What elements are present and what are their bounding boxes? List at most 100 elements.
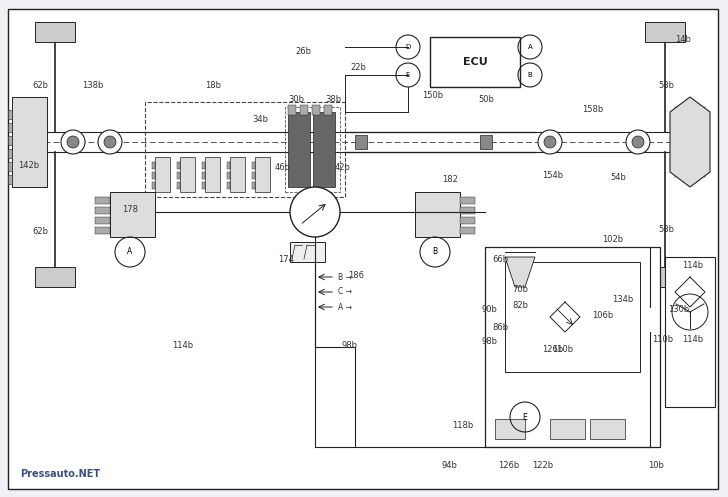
- Text: 22b: 22b: [350, 63, 366, 72]
- Text: 62b: 62b: [32, 81, 48, 89]
- Bar: [313, 112, 335, 187]
- Text: 26b: 26b: [295, 48, 311, 57]
- Text: 110b: 110b: [552, 344, 573, 353]
- Text: 114b: 114b: [682, 260, 703, 269]
- Circle shape: [61, 130, 85, 154]
- Bar: [230, 157, 245, 192]
- Bar: [355, 135, 367, 149]
- Bar: [227, 172, 230, 179]
- Text: 90b: 90b: [482, 305, 498, 314]
- Bar: [430, 37, 520, 87]
- Text: 82b: 82b: [512, 301, 528, 310]
- Text: A: A: [127, 248, 132, 256]
- Bar: [202, 182, 205, 189]
- Bar: [460, 227, 475, 234]
- Text: 114b: 114b: [682, 334, 703, 343]
- Text: 122b: 122b: [532, 461, 553, 470]
- Text: 98b: 98b: [482, 337, 498, 346]
- Circle shape: [67, 136, 79, 148]
- Text: 58b: 58b: [658, 81, 674, 89]
- Bar: [8, 162, 12, 171]
- Bar: [590, 419, 625, 439]
- Text: 42b: 42b: [335, 163, 351, 171]
- Bar: [505, 262, 640, 372]
- Text: 38b: 38b: [325, 94, 341, 103]
- Bar: [255, 157, 270, 192]
- Text: 114b: 114b: [172, 340, 193, 349]
- Text: B: B: [432, 248, 438, 256]
- Text: ECU: ECU: [462, 57, 487, 67]
- Text: 150b: 150b: [422, 90, 443, 99]
- Bar: [95, 207, 110, 214]
- Polygon shape: [505, 257, 535, 287]
- Bar: [152, 182, 155, 189]
- Circle shape: [632, 136, 644, 148]
- Text: Pressauto.NET: Pressauto.NET: [20, 469, 100, 479]
- Text: 158b: 158b: [582, 104, 604, 113]
- Bar: [645, 22, 685, 42]
- Circle shape: [104, 136, 116, 148]
- Bar: [485, 247, 660, 447]
- Bar: [415, 192, 460, 237]
- Bar: [460, 217, 475, 224]
- Bar: [227, 162, 230, 169]
- Bar: [177, 182, 180, 189]
- Text: 106b: 106b: [592, 311, 613, 320]
- Bar: [95, 217, 110, 224]
- Text: 126b: 126b: [542, 344, 563, 353]
- Bar: [252, 162, 255, 169]
- Bar: [460, 197, 475, 204]
- Bar: [95, 227, 110, 234]
- Text: 138b: 138b: [82, 81, 103, 89]
- Text: 98b: 98b: [342, 340, 358, 349]
- Bar: [290, 242, 325, 262]
- Bar: [12, 97, 47, 187]
- Text: B: B: [528, 72, 532, 78]
- Text: 46b: 46b: [275, 163, 291, 171]
- Circle shape: [538, 130, 562, 154]
- Text: 14b: 14b: [675, 34, 691, 44]
- Text: 70b: 70b: [512, 284, 528, 294]
- Bar: [300, 105, 308, 115]
- Text: 110b: 110b: [652, 334, 673, 343]
- Bar: [205, 157, 220, 192]
- Text: 10b: 10b: [648, 461, 664, 470]
- Text: A →: A →: [338, 303, 352, 312]
- Bar: [252, 172, 255, 179]
- Bar: [480, 135, 492, 149]
- Text: 186: 186: [348, 270, 364, 279]
- Text: 182: 182: [442, 174, 458, 183]
- Text: 142b: 142b: [18, 161, 39, 169]
- Bar: [550, 419, 585, 439]
- Text: 66b: 66b: [492, 254, 508, 263]
- Bar: [180, 157, 195, 192]
- Bar: [8, 136, 12, 145]
- Circle shape: [98, 130, 122, 154]
- Bar: [8, 175, 12, 184]
- Bar: [177, 162, 180, 169]
- Text: D: D: [405, 44, 411, 50]
- Text: 134b: 134b: [612, 295, 633, 304]
- Text: 54b: 54b: [610, 172, 626, 181]
- Bar: [227, 182, 230, 189]
- Bar: [8, 110, 12, 119]
- Bar: [145, 102, 345, 197]
- Text: A: A: [528, 44, 532, 50]
- Bar: [285, 107, 340, 192]
- Bar: [177, 172, 180, 179]
- Bar: [152, 172, 155, 179]
- Text: 86b: 86b: [492, 323, 508, 331]
- Bar: [288, 112, 310, 187]
- Bar: [110, 192, 155, 237]
- Bar: [202, 172, 205, 179]
- Bar: [202, 162, 205, 169]
- Text: 130b: 130b: [668, 305, 689, 314]
- Bar: [8, 123, 12, 132]
- Bar: [312, 105, 320, 115]
- Text: 178: 178: [122, 204, 138, 214]
- Bar: [252, 182, 255, 189]
- Bar: [460, 207, 475, 214]
- Bar: [8, 149, 12, 158]
- Text: 62b: 62b: [32, 228, 48, 237]
- Text: 94b: 94b: [442, 461, 458, 470]
